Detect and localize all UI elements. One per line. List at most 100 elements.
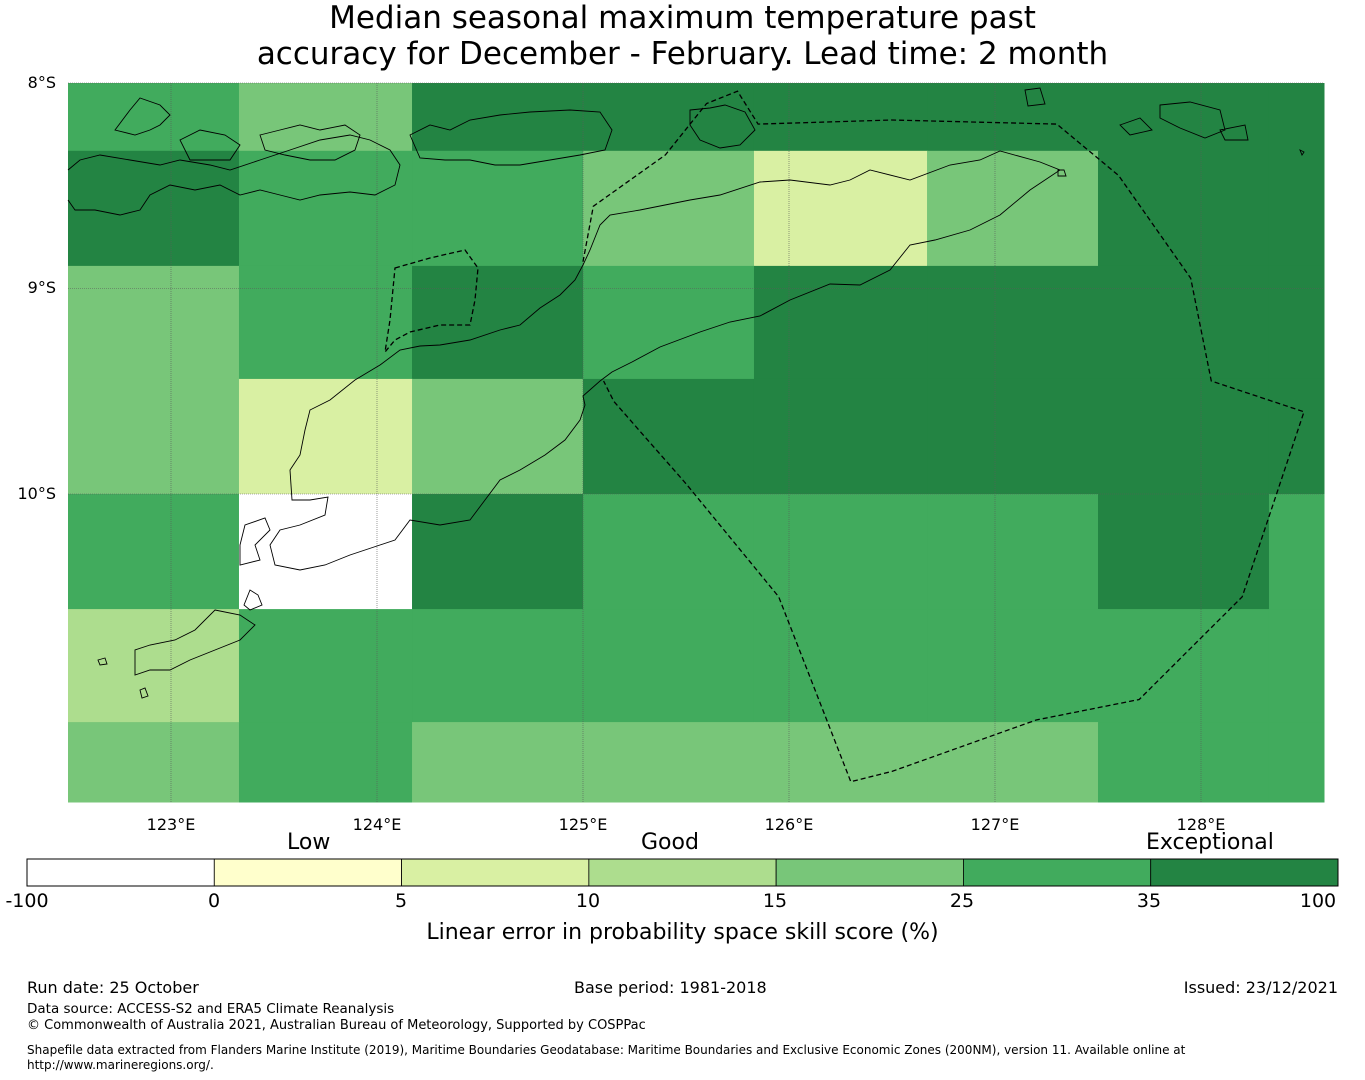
skill-cell	[1098, 150, 1270, 267]
skill-cell	[927, 378, 1099, 495]
eez-boundary-oecusse	[383, 249, 479, 355]
chart-title-line2: accuracy for December - February. Lead t…	[256, 36, 1109, 72]
lat-label-8s: 8°S	[27, 73, 56, 92]
skill-cell	[1098, 722, 1270, 803]
category-good: Good	[641, 830, 699, 855]
skill-cell	[1268, 83, 1325, 152]
damar-island	[1119, 101, 1249, 141]
coastline-layer	[67, 87, 1305, 699]
skill-cell	[927, 722, 1099, 803]
skill-cell	[583, 609, 755, 723]
colorbar-tick-1: 0	[207, 890, 221, 912]
skill-cell	[927, 265, 1099, 380]
skill-cell	[927, 150, 1099, 267]
skill-cell	[583, 150, 755, 267]
atauro-island	[1299, 149, 1305, 156]
skill-cell	[1268, 494, 1325, 610]
colorbar-swatch	[401, 858, 590, 887]
wetar-island	[689, 104, 756, 149]
skill-cell	[238, 494, 413, 610]
lon-label-126e: 126°E	[764, 815, 814, 834]
roti-island	[134, 589, 263, 676]
skill-cell	[583, 378, 755, 495]
skill-cells-layer	[68, 83, 1325, 803]
colorbar-tick-6: 35	[1136, 890, 1162, 912]
lat-label-10s: 10°S	[17, 484, 56, 503]
skill-cell	[583, 265, 755, 380]
timor-coastline	[269, 150, 1061, 571]
colorbar-swatch	[26, 858, 215, 887]
skill-cell	[1098, 609, 1270, 723]
skill-cell	[412, 265, 584, 380]
skill-cell	[1098, 265, 1270, 380]
lon-label-128e: 128°E	[1176, 815, 1226, 834]
skill-cell	[1268, 609, 1325, 723]
skill-cell	[68, 83, 240, 152]
copyright: © Commonwealth of Australia 2021, Austra…	[27, 1018, 646, 1033]
colorbar-tick-5: 25	[949, 890, 975, 912]
solor-island	[114, 97, 171, 136]
skill-cell	[238, 150, 413, 267]
skill-cell	[1098, 83, 1270, 152]
skill-cell	[68, 378, 240, 495]
skill-cell	[238, 265, 413, 380]
colorbar-layer	[26, 858, 1339, 887]
lon-label-127e: 127°E	[970, 815, 1020, 834]
alor-island	[409, 109, 613, 166]
skill-cell	[1268, 150, 1325, 267]
skill-cell	[753, 150, 928, 267]
colorbar-swatch	[588, 858, 777, 887]
skill-cell	[927, 83, 1099, 152]
skill-cell	[1268, 722, 1325, 803]
skill-cell	[753, 83, 928, 152]
lon-label-125e: 125°E	[558, 815, 608, 834]
skill-cell	[412, 150, 584, 267]
skill-cell	[412, 83, 584, 152]
shapefile-url: http://www.marineregions.org/.	[27, 1058, 214, 1072]
skill-cell	[753, 378, 928, 495]
skill-cell	[583, 83, 755, 152]
skill-cell	[238, 722, 413, 803]
semau-island	[239, 517, 271, 566]
skill-cell	[1098, 378, 1270, 495]
colorbar-tick-2: 5	[394, 890, 408, 912]
skill-cell	[1268, 265, 1325, 380]
shapefile-credit: Shapefile data extracted from Flanders M…	[27, 1043, 1186, 1057]
category-exceptional: Exceptional	[1146, 830, 1274, 855]
ndao-islet	[97, 657, 149, 699]
eez-boundary-east	[582, 90, 1305, 783]
skill-cell	[238, 83, 413, 152]
issued-date: Issued: 23/12/2021	[1183, 978, 1338, 997]
skill-cell	[927, 494, 1099, 610]
lat-label-9s: 9°S	[27, 278, 56, 297]
lon-label-124e: 124°E	[352, 815, 402, 834]
skill-cell	[753, 265, 928, 380]
colorbar-tick-4: 15	[762, 890, 788, 912]
skill-cell	[412, 609, 584, 723]
base-period: Base period: 1981-2018	[574, 978, 767, 997]
romang-island	[1024, 87, 1046, 107]
skill-cell	[68, 494, 240, 610]
skill-cell	[753, 722, 928, 803]
pantar-island	[259, 124, 361, 161]
skill-cell	[68, 722, 240, 803]
lembata-island	[179, 129, 241, 161]
colorbar-frame	[26, 858, 1339, 887]
colorbar-swatch	[213, 858, 402, 887]
skill-cell	[583, 722, 755, 803]
skill-cell	[412, 722, 584, 803]
skill-cell	[753, 609, 928, 723]
skill-cell	[753, 494, 928, 610]
skill-cell	[238, 378, 413, 495]
graticule-layer	[68, 82, 1324, 802]
run-date: Run date: 25 October	[27, 978, 199, 997]
category-low: Low	[287, 830, 331, 855]
skill-cell	[68, 609, 240, 723]
chart-title-line1: Median seasonal maximum temperature past	[329, 0, 1036, 36]
skill-cell	[68, 265, 240, 380]
skill-cell	[412, 378, 584, 495]
flores-coastline	[67, 134, 401, 216]
colorbar-tick-0: -100	[5, 890, 49, 912]
colorbar-swatch	[775, 858, 964, 887]
